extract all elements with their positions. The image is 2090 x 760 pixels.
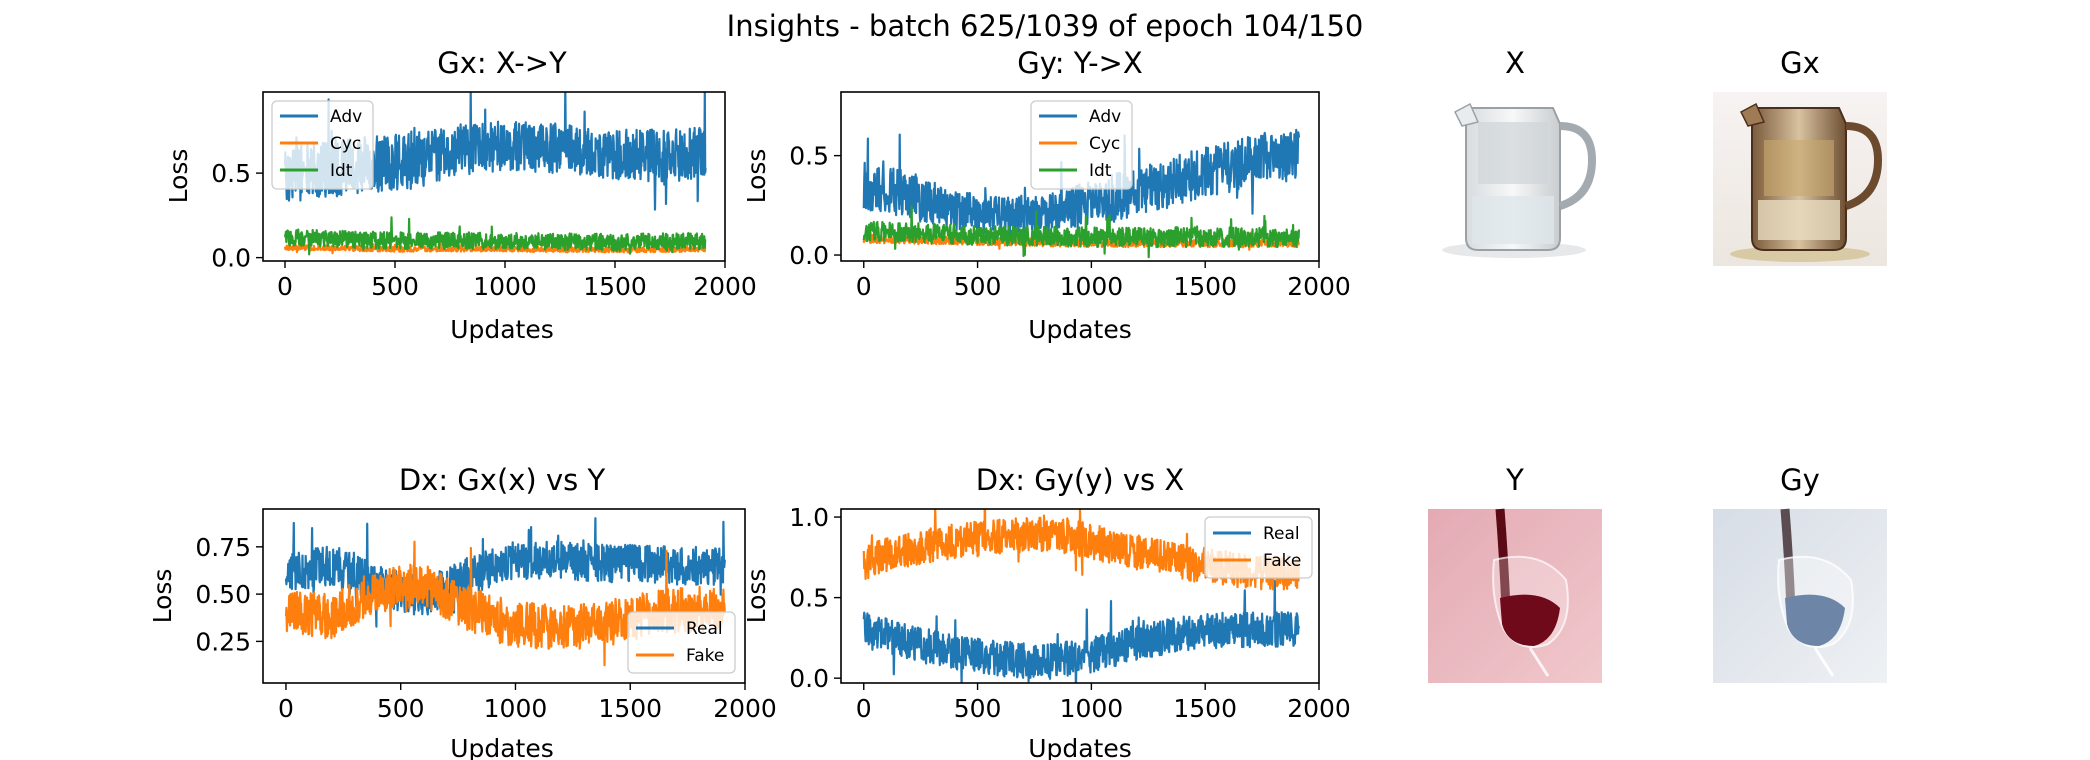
y-tick-label: 1.0 [789, 503, 829, 532]
legend-label: Cyc [330, 134, 361, 154]
x-tick-label: 500 [371, 272, 419, 301]
y-axis-ticks: 0.0 0.5 1.0 [789, 503, 841, 693]
x-tick-label: 1500 [1173, 272, 1237, 301]
x-tick-label: 1500 [598, 694, 662, 723]
x-axis-label: Updates [450, 315, 554, 344]
axes-frame [840, 91, 1320, 262]
x-tick-label: 0 [856, 272, 872, 301]
y-tick-label: 0.0 [211, 244, 251, 273]
x-tick-label: 2000 [1287, 694, 1351, 723]
legend-label: Fake [1263, 551, 1301, 571]
y-axis-label: Loss [742, 569, 771, 624]
y-tick-label: 0.75 [195, 533, 251, 562]
legend-label: Idt [1089, 161, 1112, 181]
x-axis-ticks: 0 500 1000 1500 2000 [856, 261, 1351, 301]
x-tick-label: 500 [954, 694, 1002, 723]
series-line-idt [283, 216, 707, 256]
y-tick-label: 0.50 [195, 580, 251, 609]
legend: Adv Cyc Idt [271, 100, 374, 190]
x-tick-label: 2000 [1287, 272, 1351, 301]
image-title: Y [1505, 463, 1524, 497]
x-tick-label: 1000 [484, 694, 548, 723]
legend: Real Fake [627, 611, 736, 674]
x-tick-label: 1500 [1173, 694, 1237, 723]
chart-title: Dx: Gy(y) vs X [976, 463, 1184, 497]
x-tick-label: 2000 [693, 272, 757, 301]
figure-suptitle: Insights - batch 625/1039 of epoch 104/1… [727, 9, 1364, 43]
y-tick-label: 0.0 [789, 241, 829, 270]
x-axis-label: Updates [1028, 734, 1132, 760]
legend: Real Fake [1204, 516, 1313, 579]
series-line-real [862, 579, 1301, 683]
legend-label: Fake [686, 646, 724, 666]
legend-box [1030, 100, 1133, 190]
image-panel-gy: Gy [1713, 463, 1887, 683]
x-tick-label: 500 [954, 272, 1002, 301]
y-axis-ticks: 0.0 0.5 [789, 142, 841, 270]
tinted-pitcher-image [1713, 92, 1887, 266]
image-panel-gx: Gx [1713, 46, 1887, 266]
legend-label: Adv [1089, 107, 1121, 127]
axes-frame [262, 508, 746, 684]
legend-box [271, 100, 374, 190]
series-line-idt [862, 205, 1301, 259]
image-panel-y: Y [1428, 463, 1602, 683]
x-tick-label: 1000 [1060, 694, 1124, 723]
chart-title: Dx: Gx(x) vs Y [399, 463, 606, 497]
series-line-real [284, 517, 726, 628]
y-axis-ticks: 0.25 0.50 0.75 [195, 533, 263, 656]
y-axis-label: Loss [742, 149, 771, 204]
chart-gy: Gy: Y->X 0 500 1000 1500 2000 0.0 0.5 Updates… [742, 46, 1351, 344]
x-tick-label: 0 [278, 694, 294, 723]
image-title: X [1505, 46, 1525, 80]
y-tick-label: 0.25 [195, 627, 251, 656]
series-line-adv [862, 128, 1301, 236]
plot-area [862, 128, 1301, 259]
y-axis-label: Loss [148, 569, 177, 624]
legend: Adv Cyc Idt [1030, 100, 1133, 190]
x-tick-label: 2000 [713, 694, 777, 723]
legend-label: Real [686, 619, 723, 639]
legend-label: Adv [330, 107, 362, 127]
x-tick-label: 0 [277, 272, 293, 301]
chart-gx: Gx: X->Y 0 500 1000 1500 2000 0.0 0.5 Updates… [164, 46, 757, 344]
x-axis-ticks: 0 500 1000 1500 2000 [856, 683, 1351, 723]
axes-frame [840, 508, 1320, 684]
legend-label: Real [1263, 524, 1300, 544]
y-tick-label: 0.5 [789, 584, 829, 613]
y-tick-label: 0.5 [789, 142, 829, 171]
x-axis-ticks: 0 500 1000 1500 2000 [278, 683, 777, 723]
chart-dx-gy-vs-x: Dx: Gy(y) vs X 0 500 1000 1500 2000 0.0 0.5 1.… [742, 463, 1351, 760]
x-tick-label: 500 [377, 694, 425, 723]
image-panel-x: X [1428, 46, 1602, 266]
x-tick-label: 1000 [1060, 272, 1124, 301]
chart-dx-gx-vs-y: Dx: Gx(x) vs Y 0 500 1000 1500 2000 0.25 0.50… [148, 463, 777, 760]
wine-glass-image [1428, 508, 1602, 683]
legend-label: Idt [330, 161, 353, 181]
x-axis-ticks: 0 500 1000 1500 2000 [277, 261, 757, 301]
x-tick-label: 0 [856, 694, 872, 723]
legend-label: Cyc [1089, 134, 1120, 154]
axes-frame [262, 91, 726, 262]
image-title: Gx [1780, 46, 1820, 80]
chart-title: Gx: X->Y [437, 46, 567, 80]
y-tick-label: 0.0 [789, 664, 829, 693]
y-axis-ticks: 0.0 0.5 [211, 159, 263, 273]
x-tick-label: 1500 [583, 272, 647, 301]
tinted-glass-image [1713, 508, 1887, 683]
y-axis-label: Loss [164, 149, 193, 204]
pitcher-image [1428, 92, 1602, 266]
chart-title: Gy: Y->X [1017, 46, 1142, 80]
x-axis-label: Updates [450, 734, 554, 760]
image-title: Gy [1780, 463, 1820, 497]
x-axis-label: Updates [1028, 315, 1132, 344]
y-tick-label: 0.5 [211, 159, 251, 188]
x-tick-label: 1000 [473, 272, 537, 301]
